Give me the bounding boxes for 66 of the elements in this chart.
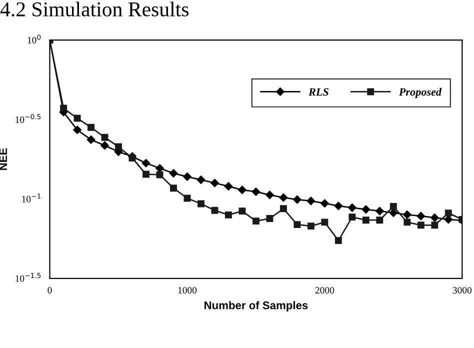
point — [156, 171, 164, 178]
point — [101, 134, 108, 141]
y-tick-label: 10$^{−0.5}$ — [16, 114, 41, 123]
point — [170, 184, 177, 192]
point — [210, 178, 219, 188]
point — [431, 222, 438, 229]
point — [73, 126, 82, 134]
point — [348, 214, 356, 221]
x-tick-label: 2000 — [315, 287, 334, 294]
x-axis-title: Number of Samples — [204, 301, 308, 312]
point — [266, 190, 274, 200]
point — [128, 154, 136, 162]
point — [280, 205, 287, 212]
point — [60, 104, 67, 112]
point — [86, 136, 96, 144]
point — [404, 218, 411, 226]
point — [156, 164, 164, 172]
point — [430, 214, 439, 222]
chart-title: 4.2 Simulation Results — [0, 2, 188, 16]
point — [279, 193, 288, 202]
point — [416, 212, 426, 220]
x-tick-label: 1000 — [178, 287, 197, 294]
point — [74, 114, 81, 122]
x-tick-label: 3000 — [452, 287, 472, 294]
point — [183, 172, 192, 181]
point — [115, 143, 122, 150]
point — [211, 206, 218, 214]
legend-label: RLS — [308, 88, 328, 96]
point — [88, 124, 94, 131]
y-tick-label: 10$^{−1.5}$ — [16, 273, 41, 282]
point — [334, 202, 343, 210]
point — [376, 216, 384, 224]
legend-label: Proposed — [398, 88, 442, 98]
point — [389, 208, 398, 217]
point — [238, 208, 246, 215]
point — [320, 199, 329, 208]
point — [142, 170, 150, 178]
point — [196, 176, 206, 184]
point — [321, 218, 328, 226]
point — [444, 210, 452, 217]
point — [198, 200, 204, 208]
point — [362, 205, 370, 214]
point — [348, 204, 356, 212]
point — [252, 218, 260, 225]
point — [362, 216, 370, 224]
y-tick-label: 10$^{0}$ — [28, 34, 41, 44]
point — [169, 169, 178, 178]
point — [334, 237, 342, 244]
point — [403, 210, 412, 219]
point — [184, 194, 191, 202]
point — [266, 215, 274, 222]
point — [306, 196, 316, 206]
point — [307, 222, 314, 230]
point — [390, 202, 397, 210]
y-tick-label: 10$^{−1}$ — [22, 194, 41, 202]
point — [417, 222, 424, 229]
point — [142, 159, 150, 168]
x-tick-label: 0 — [48, 287, 52, 294]
point — [294, 221, 301, 228]
point — [224, 211, 232, 218]
point — [100, 141, 109, 150]
point — [224, 182, 233, 190]
point — [252, 188, 260, 196]
point — [376, 206, 384, 216]
point — [293, 195, 302, 204]
point — [238, 186, 246, 194]
